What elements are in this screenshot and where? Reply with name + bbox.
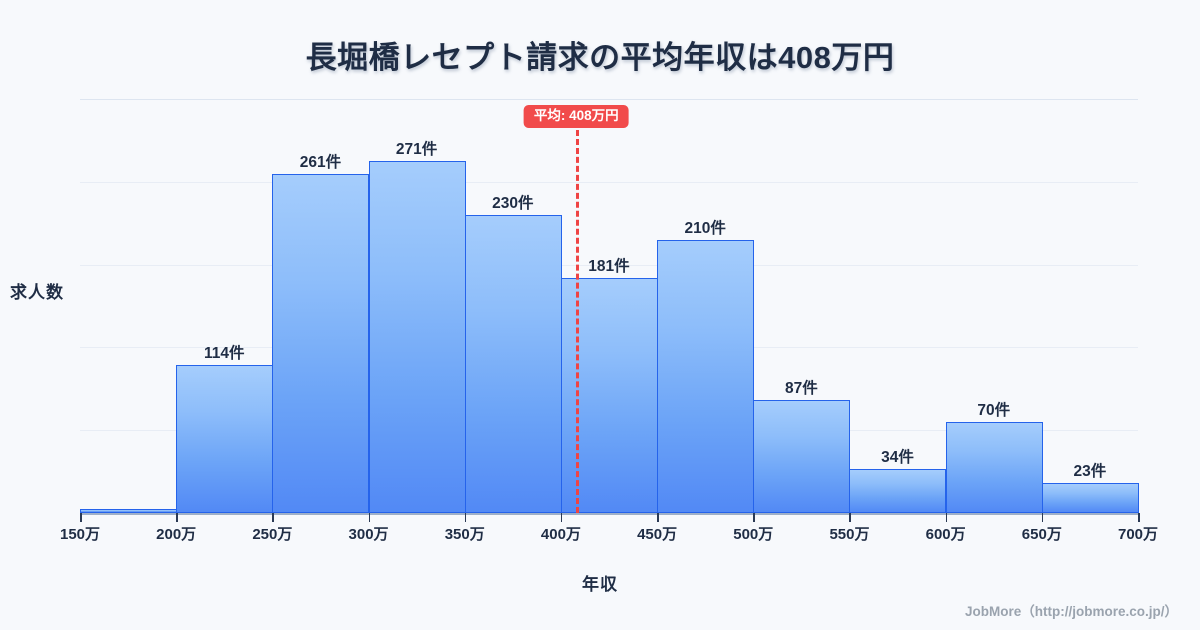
x-axis-tick [272,513,274,522]
x-axis-tick [80,513,82,522]
bar[interactable] [1041,483,1139,513]
bar[interactable] [657,240,755,513]
bar-value-label: 261件 [299,154,342,172]
chart-title: 長堀橋レセプト請求の平均年収は408万円 [305,40,895,75]
bar-value-label: 181件 [588,258,630,276]
x-axis-tick-label: 700万 [1117,526,1159,543]
bar[interactable] [176,365,274,513]
x-axis-tick [1138,513,1140,522]
x-axis-tick-label: 600万 [925,526,966,543]
x-axis-tick [945,513,948,522]
bar-value-label: 23件 [1073,463,1107,481]
gridline [80,265,1138,266]
bar[interactable] [272,174,370,513]
x-axis-tick-label: 250万 [252,526,293,543]
x-axis-tick [849,513,851,522]
bar-value-label: 210件 [684,220,726,238]
y-axis-title: 求人数 [10,283,64,302]
bar[interactable] [849,468,947,513]
bar-value-label: 87件 [784,380,818,398]
x-axis-tick-label: 400万 [540,526,581,543]
x-axis-tick-label: 500万 [733,526,774,543]
x-axis-tick-label: 150万 [59,526,101,543]
x-axis-tick [560,513,563,522]
x-axis-line [80,513,1138,515]
bar-value-label: 114件 [204,345,245,363]
x-axis-tick-label: 450万 [637,526,678,543]
bar-value-label: 271件 [395,141,438,159]
x-axis-tick-label: 350万 [444,526,485,543]
x-axis-tick [368,513,371,522]
bar[interactable] [464,214,562,513]
plot-area: 114件 261件 271件 230件 181件 210件 87件 34件 70件 23件 [80,99,1139,513]
gridline [80,182,1138,183]
x-axis-tick [464,513,467,522]
x-axis-tick [753,513,755,522]
x-axis-tick [176,513,178,522]
x-axis-tick [1041,513,1044,522]
x-axis-title: 年収 [582,575,618,594]
footer-watermark: JobMore（http://jobmore.co.jp/） [965,604,1178,619]
x-axis-tick [657,513,659,522]
mean-badge: 平均: 408万円 [523,105,629,128]
bar[interactable] [945,422,1043,513]
bar-value-label: 34件 [881,448,914,466]
x-axis-tick-label: 650万 [1021,526,1062,543]
bar[interactable] [368,161,466,513]
x-axis-tick-label: 300万 [348,526,389,543]
bar-value-label: 70件 [977,402,1011,420]
bar[interactable] [753,400,851,513]
x-axis-tick-label: 200万 [156,526,197,543]
x-axis-tick-label: 550万 [829,526,870,543]
gridline [80,99,1138,100]
mean-line [576,130,580,513]
bar-value-label: 230件 [492,194,534,212]
